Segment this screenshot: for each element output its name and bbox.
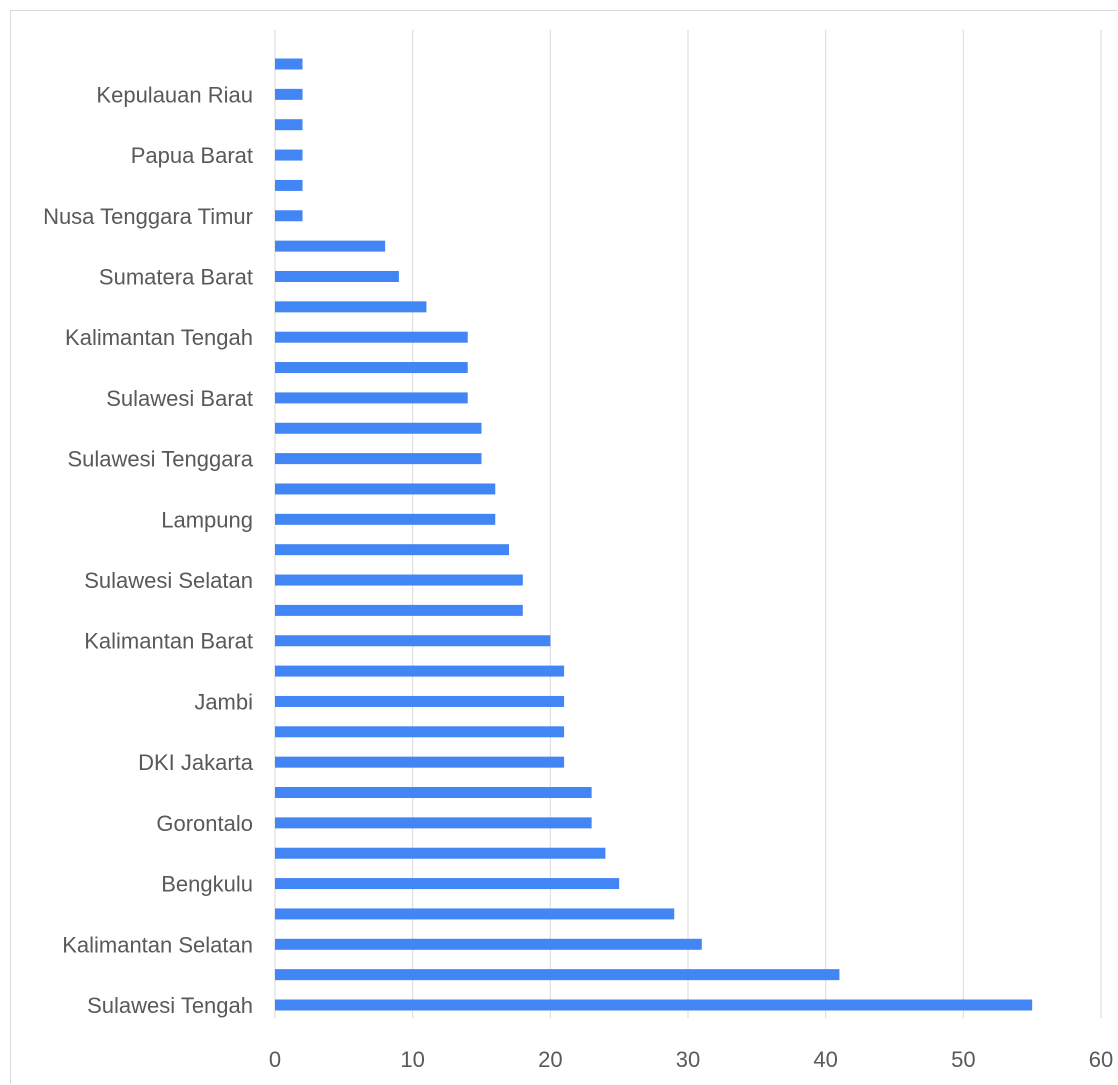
bar xyxy=(275,908,675,920)
bar xyxy=(275,787,592,799)
bar xyxy=(275,119,303,131)
y-category-label: Sulawesi Selatan xyxy=(84,568,253,593)
bar xyxy=(275,58,303,70)
y-category-label: Kalimantan Selatan xyxy=(62,932,253,957)
x-tick-label: 50 xyxy=(951,1047,975,1072)
y-axis-labels: Sulawesi Tengah Kalimantan Selatan Bengkul… xyxy=(43,82,254,1018)
y-category-label: Sulawesi Barat xyxy=(106,386,253,411)
bar xyxy=(275,88,303,100)
bar xyxy=(275,878,620,890)
bar xyxy=(275,453,482,465)
bar xyxy=(275,301,427,313)
bar xyxy=(275,726,565,738)
x-tick-label: 20 xyxy=(538,1047,562,1072)
y-category-label: Lampung xyxy=(161,507,253,532)
bar xyxy=(275,695,565,707)
bar xyxy=(275,574,523,586)
y-category-label: Jambi xyxy=(194,689,253,714)
y-category-label: Kalimantan Barat xyxy=(84,629,253,654)
bar xyxy=(275,513,496,525)
bar xyxy=(275,422,482,434)
y-category-label: Nusa Tenggara Timur xyxy=(43,204,253,229)
bar xyxy=(275,362,468,374)
bar xyxy=(275,938,702,950)
y-category-label: Sulawesi Tengah xyxy=(87,993,253,1018)
y-category-label: Kalimantan Tengah xyxy=(65,325,253,350)
bar xyxy=(275,483,496,495)
bar xyxy=(275,604,523,616)
bar xyxy=(275,179,303,191)
bar xyxy=(275,817,592,829)
bar xyxy=(275,210,303,222)
bar xyxy=(275,999,1033,1011)
bar xyxy=(275,969,840,981)
y-category-label: Sumatera Barat xyxy=(99,264,253,289)
x-tick-label: 60 xyxy=(1089,1047,1113,1072)
y-category-label: Bengkulu xyxy=(161,872,253,897)
bar xyxy=(275,635,551,647)
x-tick-label: 40 xyxy=(813,1047,837,1072)
x-axis-labels: 0 10 20 30 40 50 60 xyxy=(269,1047,1113,1072)
x-tick-label: 0 xyxy=(269,1047,281,1072)
bar xyxy=(275,240,386,252)
bar xyxy=(275,392,468,404)
bar xyxy=(275,756,565,768)
bars xyxy=(275,58,1033,1011)
bar xyxy=(275,331,468,343)
bar xyxy=(275,544,510,556)
bar xyxy=(275,270,399,282)
y-category-label: Papua Barat xyxy=(131,143,253,168)
y-category-label: DKI Jakarta xyxy=(138,750,254,775)
bar xyxy=(275,665,565,677)
y-category-label: Kepulauan Riau xyxy=(96,82,253,107)
x-tick-label: 10 xyxy=(400,1047,424,1072)
bar xyxy=(275,847,606,859)
chart-frame xyxy=(10,10,1117,1084)
x-tick-label: 30 xyxy=(676,1047,700,1072)
y-category-label: Gorontalo xyxy=(156,811,253,836)
bar xyxy=(275,149,303,161)
y-category-label: Sulawesi Tenggara xyxy=(68,447,254,472)
